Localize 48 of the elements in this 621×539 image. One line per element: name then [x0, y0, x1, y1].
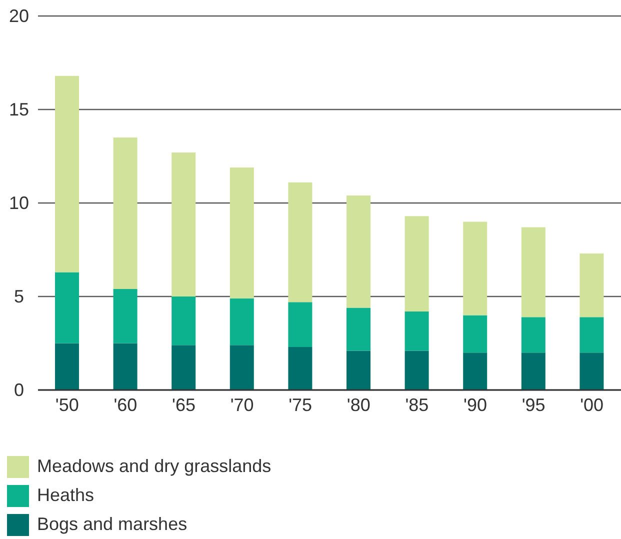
- bar: [580, 352, 604, 390]
- bar: [288, 346, 312, 390]
- bar: [463, 222, 488, 316]
- x-tick-label: '60: [114, 394, 138, 415]
- bar: [113, 289, 138, 344]
- bar: [404, 350, 429, 390]
- bar: [55, 76, 79, 272]
- bar: [521, 317, 546, 353]
- bar: [113, 138, 138, 290]
- bar: [463, 352, 488, 390]
- bar: [172, 296, 196, 346]
- bar: [404, 311, 429, 351]
- legend-label: Bogs and marshes: [37, 514, 188, 535]
- x-tick-label: '75: [288, 394, 312, 415]
- bar: [404, 216, 429, 312]
- bar: [521, 227, 546, 318]
- legend-label: Heaths: [37, 485, 94, 506]
- x-tick-label: '80: [346, 394, 370, 415]
- bar: [172, 345, 196, 390]
- bar: [346, 350, 370, 390]
- bar: [580, 317, 604, 353]
- x-tick-label: '50: [55, 394, 79, 415]
- x-tick-label: '70: [230, 394, 254, 415]
- bar: [230, 345, 254, 390]
- y-tick-label: 20: [8, 6, 30, 26]
- bar: [113, 343, 138, 390]
- bar: [230, 298, 254, 346]
- bar: [55, 343, 79, 390]
- bar: [580, 253, 604, 318]
- x-tick-label: '90: [464, 394, 487, 415]
- x-tick-label: '85: [405, 394, 429, 415]
- bar: [346, 308, 370, 351]
- y-tick-label: 0: [14, 380, 24, 400]
- bar: [521, 352, 546, 390]
- bar: [172, 152, 196, 296]
- x-tick-label: '00: [580, 394, 604, 415]
- y-tick-label: 10: [8, 193, 30, 213]
- bar: [288, 302, 312, 347]
- y-tick-label: 5: [14, 286, 24, 306]
- legend-label: Meadows and dry grasslands: [37, 456, 272, 477]
- y-tick-label: 15: [8, 100, 30, 120]
- bar: [346, 196, 370, 308]
- bar: [463, 315, 488, 353]
- x-tick-label: '65: [172, 394, 196, 415]
- bar: [288, 182, 312, 302]
- bar: [230, 167, 254, 298]
- x-tick-label: '95: [522, 394, 546, 415]
- bar: [55, 272, 79, 344]
